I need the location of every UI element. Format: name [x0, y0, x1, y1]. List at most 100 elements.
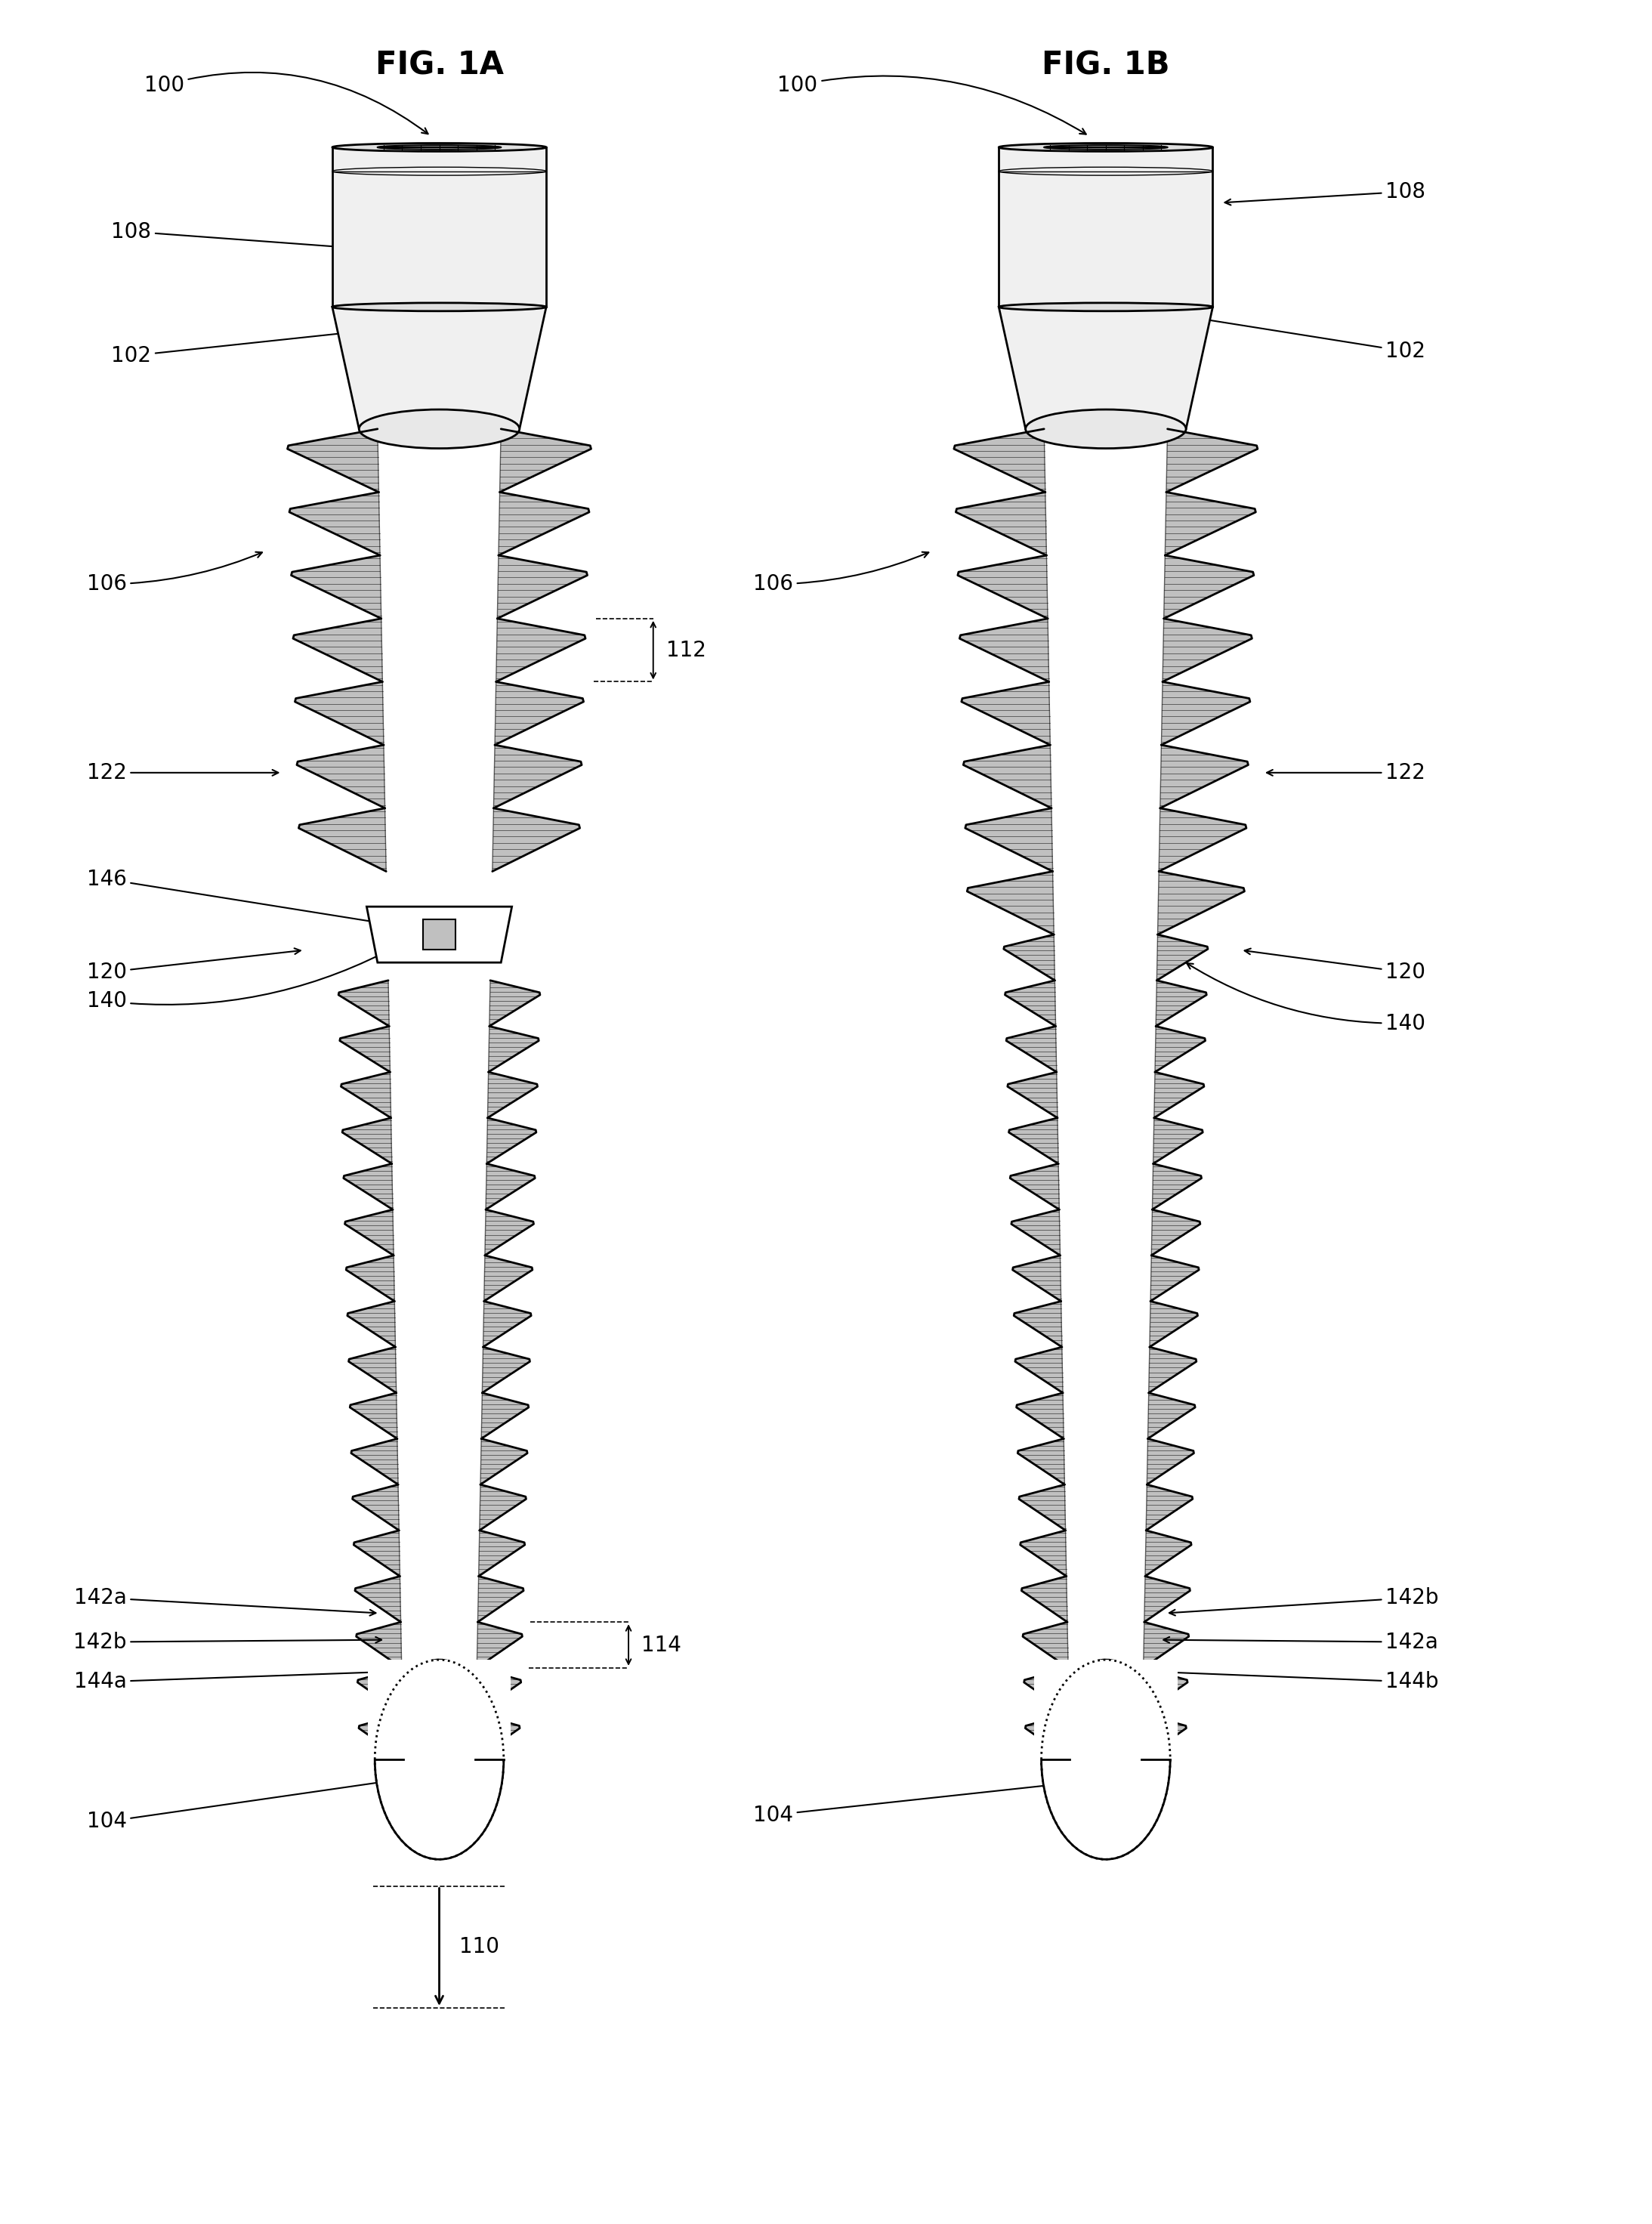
Polygon shape — [487, 1119, 537, 1163]
Polygon shape — [289, 492, 380, 556]
Polygon shape — [1158, 807, 1246, 872]
Polygon shape — [482, 1301, 532, 1348]
Polygon shape — [340, 1025, 390, 1072]
Polygon shape — [367, 907, 512, 963]
Polygon shape — [1016, 1348, 1062, 1392]
Polygon shape — [352, 1486, 400, 1530]
Polygon shape — [496, 618, 585, 683]
Polygon shape — [332, 147, 547, 307]
Polygon shape — [476, 1668, 520, 1715]
Polygon shape — [354, 1530, 400, 1577]
Polygon shape — [1011, 1210, 1061, 1254]
Ellipse shape — [1026, 409, 1186, 449]
Text: 102: 102 — [1199, 316, 1426, 363]
Polygon shape — [497, 556, 588, 618]
Text: 144a: 144a — [74, 1668, 408, 1692]
Polygon shape — [1151, 1210, 1201, 1254]
Polygon shape — [1006, 1025, 1057, 1072]
Polygon shape — [1142, 1715, 1186, 1759]
Polygon shape — [1004, 934, 1054, 981]
Polygon shape — [342, 1119, 392, 1163]
Ellipse shape — [332, 302, 547, 311]
Polygon shape — [332, 307, 547, 429]
Polygon shape — [344, 1163, 393, 1210]
Text: 100: 100 — [778, 76, 1085, 133]
Text: 122: 122 — [1267, 763, 1426, 783]
Ellipse shape — [1041, 1659, 1170, 1859]
Polygon shape — [1163, 556, 1254, 618]
Polygon shape — [481, 1439, 527, 1486]
Polygon shape — [494, 745, 582, 807]
Text: 144b: 144b — [1137, 1668, 1439, 1692]
Text: 106: 106 — [86, 552, 263, 594]
Polygon shape — [1014, 1301, 1062, 1348]
Polygon shape — [1008, 1072, 1057, 1119]
Ellipse shape — [375, 1659, 504, 1859]
Polygon shape — [1148, 1392, 1194, 1439]
Text: 142a: 142a — [1163, 1632, 1439, 1652]
Text: 108: 108 — [111, 220, 339, 249]
Polygon shape — [345, 1210, 393, 1254]
Polygon shape — [1153, 1163, 1201, 1210]
Polygon shape — [999, 307, 1213, 429]
Polygon shape — [999, 147, 1213, 307]
Polygon shape — [297, 745, 385, 807]
Polygon shape — [292, 618, 383, 683]
Polygon shape — [1165, 492, 1256, 556]
Polygon shape — [499, 492, 590, 556]
Polygon shape — [965, 807, 1052, 872]
Text: 112: 112 — [666, 641, 707, 661]
Text: 142b: 142b — [73, 1632, 382, 1652]
Polygon shape — [486, 1210, 534, 1254]
Polygon shape — [479, 1486, 525, 1530]
Polygon shape — [291, 556, 382, 618]
Ellipse shape — [999, 302, 1213, 311]
Text: 142b: 142b — [1170, 1588, 1439, 1615]
Polygon shape — [489, 1025, 539, 1072]
Polygon shape — [340, 1072, 392, 1119]
Text: 140: 140 — [86, 954, 383, 1012]
Text: 122: 122 — [86, 763, 278, 783]
Polygon shape — [368, 1659, 510, 1759]
Polygon shape — [355, 1577, 401, 1621]
Polygon shape — [350, 1392, 396, 1439]
Polygon shape — [1166, 429, 1257, 492]
Polygon shape — [1153, 1119, 1203, 1163]
Polygon shape — [1026, 1715, 1070, 1759]
Text: 100: 100 — [144, 73, 428, 133]
Polygon shape — [492, 807, 580, 872]
Polygon shape — [357, 1668, 403, 1715]
Text: 104: 104 — [86, 1775, 411, 1833]
Polygon shape — [1145, 1577, 1189, 1621]
Polygon shape — [489, 981, 540, 1025]
Polygon shape — [349, 1348, 396, 1392]
Text: 120: 120 — [1244, 947, 1426, 983]
Polygon shape — [501, 429, 591, 492]
Polygon shape — [1161, 683, 1251, 745]
Polygon shape — [1148, 1348, 1196, 1392]
Polygon shape — [484, 1254, 532, 1301]
Polygon shape — [1163, 618, 1252, 683]
Polygon shape — [1009, 1163, 1059, 1210]
Ellipse shape — [378, 145, 501, 149]
Text: 146: 146 — [86, 870, 380, 925]
Polygon shape — [1150, 1254, 1199, 1301]
Polygon shape — [958, 556, 1047, 618]
Polygon shape — [1146, 1486, 1193, 1530]
Polygon shape — [296, 683, 383, 745]
Ellipse shape — [332, 142, 547, 151]
Polygon shape — [1143, 1621, 1189, 1668]
Polygon shape — [477, 1621, 522, 1668]
Polygon shape — [1019, 1486, 1066, 1530]
Ellipse shape — [1044, 145, 1168, 149]
Polygon shape — [1044, 429, 1168, 1759]
Ellipse shape — [358, 409, 519, 449]
Polygon shape — [961, 683, 1051, 745]
Polygon shape — [482, 1348, 530, 1392]
Polygon shape — [1150, 1301, 1198, 1348]
Polygon shape — [479, 1530, 525, 1577]
Polygon shape — [1004, 981, 1056, 1025]
Polygon shape — [1156, 934, 1208, 981]
Text: 140: 140 — [1186, 963, 1426, 1034]
Polygon shape — [378, 429, 501, 1759]
